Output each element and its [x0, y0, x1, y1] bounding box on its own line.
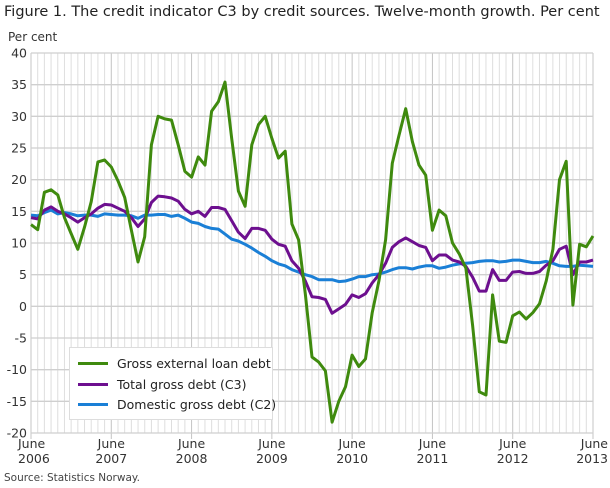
legend-swatch	[78, 382, 108, 386]
legend-item-total-c3: Total gross debt (C3)	[78, 374, 246, 394]
y-tick-label: -5	[15, 331, 27, 346]
legend-label: Total gross debt (C3)	[117, 376, 247, 392]
y-tick-label: 40	[11, 46, 27, 61]
y-tick-label: 20	[11, 172, 27, 187]
legend-item-gross-external: Gross external loan debt	[78, 353, 271, 373]
x-tick-label-year: 2013	[576, 451, 608, 466]
y-tick-label: 5	[19, 267, 27, 282]
y-tick-label: 0	[19, 299, 27, 314]
chart-title: Figure 1. The credit indicator C3 by cre…	[4, 4, 600, 20]
x-tick-label-month: June	[257, 436, 286, 451]
x-tick-label-year: 2010	[336, 451, 368, 466]
x-tick-label-year: 2007	[95, 451, 127, 466]
legend-swatch	[78, 402, 108, 406]
x-tick-label-month: June	[498, 436, 527, 451]
legend-label: Domestic gross debt (C2)	[117, 396, 277, 412]
legend-swatch	[78, 361, 108, 365]
source-note: Source: Statistics Norway.	[4, 472, 140, 484]
legend-label: Gross external loan debt	[117, 355, 271, 371]
legend: Gross external loan debt Total gross deb…	[69, 347, 276, 420]
x-tick-label-year: 2012	[497, 451, 529, 466]
legend-item-domestic-c2: Domestic gross debt (C2)	[78, 394, 276, 414]
series-line-domestic-gross-debt-c2	[30, 208, 594, 284]
y-tick-label: 25	[11, 141, 27, 156]
y-tick-label: -20	[7, 426, 27, 441]
x-tick-label-year: 2008	[176, 451, 208, 466]
x-tick-label-month: June	[418, 436, 447, 451]
y-tick-label: 35	[11, 77, 27, 92]
y-tick-label: 15	[11, 204, 27, 219]
series-line-total-gross-debt-c3	[30, 194, 594, 315]
y-tick-label: -10	[7, 362, 27, 377]
x-tick-label-month: June	[17, 436, 46, 451]
series-line-gross-external-loan-debt	[30, 80, 595, 424]
x-tick-label-year: 2011	[417, 451, 449, 466]
x-tick-label-year: 2009	[256, 451, 288, 466]
y-axis-label: Per cent	[8, 30, 58, 44]
x-tick-label-month: June	[580, 436, 609, 451]
x-tick-label-year: 2006	[18, 451, 50, 466]
x-tick-label-month: June	[97, 436, 126, 451]
x-tick-label-month: June	[338, 436, 367, 451]
y-tick-label: -15	[7, 394, 27, 409]
x-tick-label-month: June	[177, 436, 206, 451]
y-tick-label: 10	[11, 236, 27, 251]
y-tick-label: 30	[11, 109, 27, 124]
